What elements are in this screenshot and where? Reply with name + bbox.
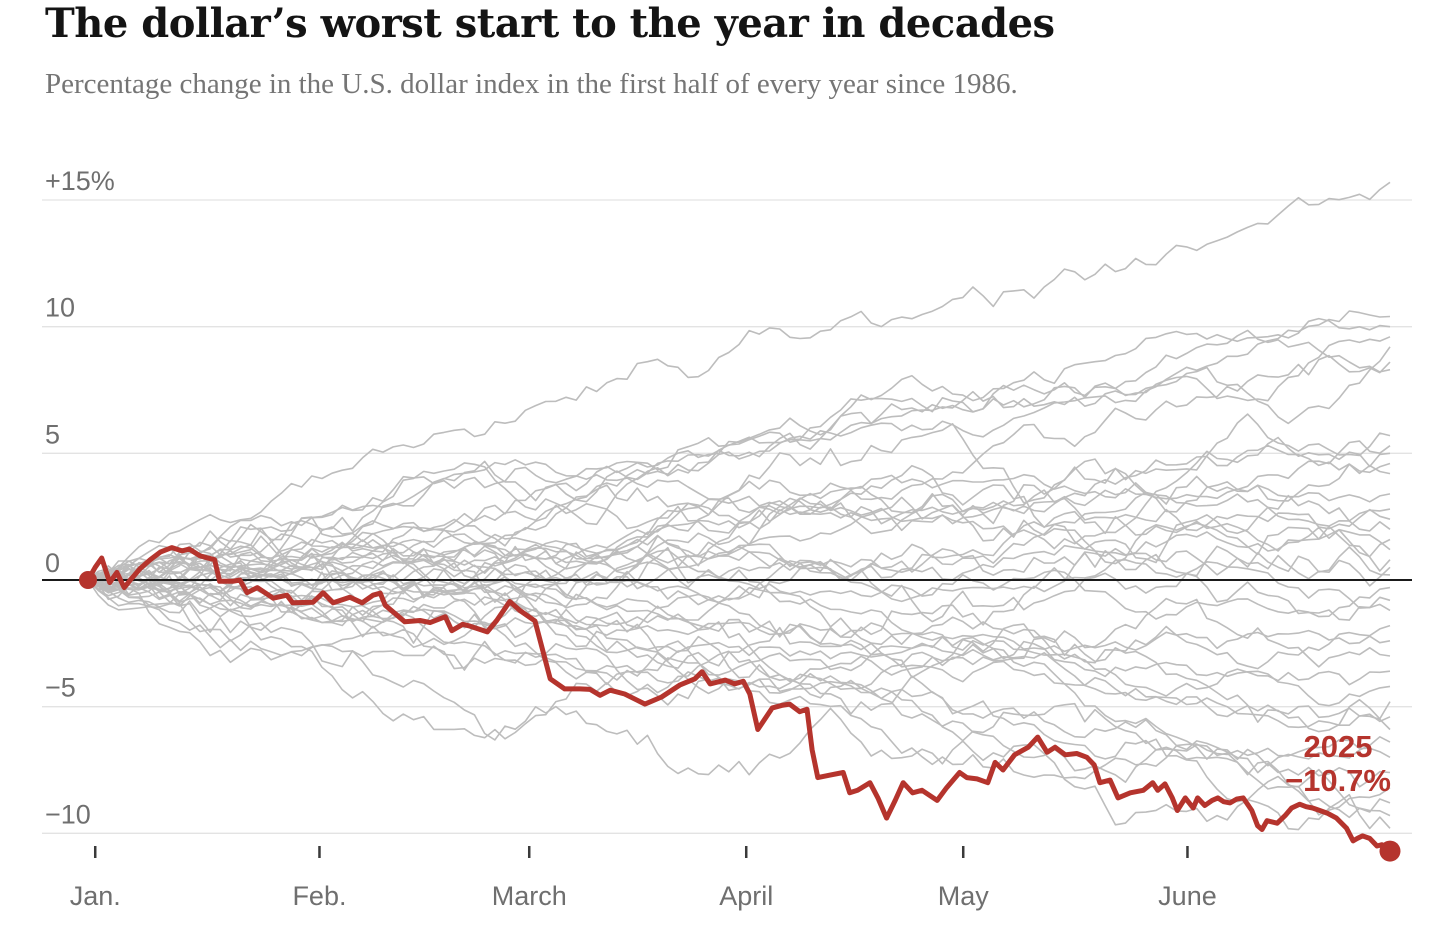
- end-dot-2025: [1379, 840, 1401, 862]
- year-line-2015: [87, 458, 1391, 590]
- year-line-2020: [87, 548, 1391, 612]
- year-line-1990: [87, 535, 1391, 623]
- year-line-1986: [87, 579, 1391, 831]
- year-line-2007: [87, 552, 1391, 670]
- annotation-2025-value: −10.7%: [1285, 763, 1391, 798]
- y-axis-label--10: −10: [45, 799, 91, 829]
- year-line-2019: [87, 549, 1391, 645]
- y-axis-label--5: −5: [45, 673, 76, 703]
- month-label-may: May: [938, 881, 990, 911]
- annotation-2025-year: 2025: [1304, 729, 1373, 764]
- year-line-2023: [88, 526, 1391, 816]
- y-axis-label-10: 10: [45, 293, 75, 323]
- year-line-1989: [87, 181, 1391, 581]
- year-line-2005: [87, 317, 1391, 588]
- series-2025-group: [79, 545, 1401, 862]
- year-line-2011: [87, 579, 1391, 697]
- y-axis-label-0: 0: [45, 548, 60, 578]
- year-line-2012: [87, 526, 1391, 627]
- month-label-june: June: [1158, 881, 1217, 911]
- year-line-2021: [87, 494, 1391, 605]
- y-axis-label-15: +15%: [45, 166, 115, 196]
- chart-subtitle: Percentage change in the U.S. dollar ind…: [45, 68, 1018, 100]
- year-line-2016: [87, 541, 1391, 653]
- gridlines-group: +15% 10 5 0 −5 −10: [42, 166, 1412, 834]
- annotation-2025-group: 2025−10.7%: [1285, 729, 1391, 798]
- year-line-2001: [87, 336, 1391, 587]
- month-label-april: April: [719, 881, 773, 911]
- year-line-1987: [87, 577, 1391, 759]
- start-dot-2025: [79, 571, 97, 589]
- year-line-2014: [87, 533, 1391, 620]
- year-line-2008: [87, 577, 1391, 740]
- year-line-1996: [87, 458, 1391, 581]
- year-line-2022: [87, 310, 1391, 592]
- month-label-feb: Feb.: [292, 881, 346, 911]
- year-line-2002: [87, 579, 1391, 826]
- year-line-2006: [87, 579, 1391, 767]
- x-axis-group: Jan. Feb. March April May June: [70, 846, 1217, 911]
- background-year-lines-group: [87, 181, 1391, 831]
- chart-title: The dollar’s worst start to the year in …: [45, 0, 1055, 47]
- month-label-march: March: [492, 881, 567, 911]
- month-label-jan: Jan.: [70, 881, 121, 911]
- y-axis-label-5: 5: [45, 419, 60, 449]
- line-2025: [85, 545, 1393, 854]
- year-line-1997: [87, 329, 1391, 585]
